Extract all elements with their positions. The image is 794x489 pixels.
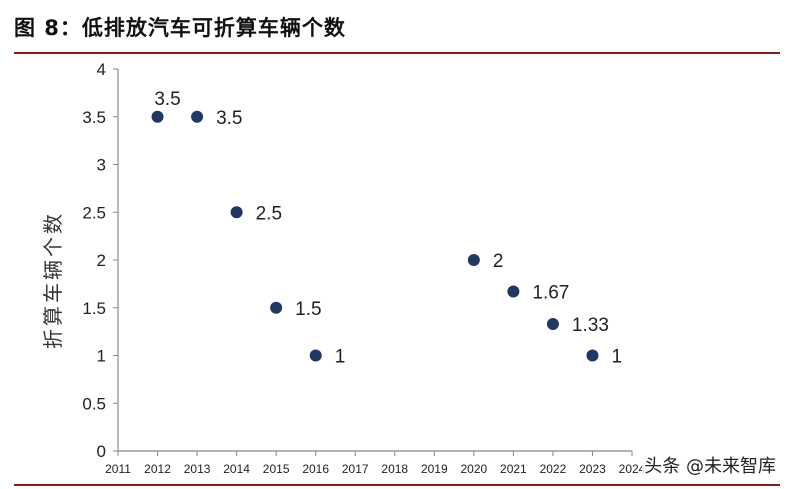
- x-tick-label: 2024: [619, 462, 646, 476]
- y-tick-label: 3: [97, 156, 106, 175]
- y-tick-label: 3.5: [82, 108, 106, 127]
- data-points: [151, 110, 599, 362]
- x-tick-label: 2013: [184, 462, 211, 476]
- data-point: [467, 254, 480, 266]
- x-tick-label: 2011: [105, 462, 131, 476]
- x-tick-label: 2021: [500, 462, 527, 476]
- x-tick-label: 2022: [540, 462, 567, 476]
- title-divider: [14, 52, 780, 54]
- x-tick-label: 2019: [421, 462, 448, 476]
- y-tick-label: 0: [97, 442, 106, 461]
- x-tick-label: 2012: [144, 462, 171, 476]
- x-tick-label: 2023: [579, 462, 606, 476]
- data-point: [546, 317, 559, 330]
- data-label: 2.5: [256, 203, 282, 224]
- y-tick-label: 1: [97, 347, 106, 366]
- footer-divider: [14, 484, 780, 486]
- data-label: 1.67: [532, 283, 569, 304]
- y-axis-label: 折算车辆个数: [41, 211, 65, 349]
- x-tick-label: 2020: [460, 462, 487, 476]
- y-tick-label: 2: [97, 251, 106, 270]
- x-axis-ticks: 2011 2012 2013 2014 2015 2016 2017 2018 2019 2020…: [105, 451, 646, 476]
- data-label: 1.5: [295, 299, 321, 320]
- data-point: [309, 349, 322, 362]
- x-tick-label: 2018: [381, 462, 408, 476]
- y-tick-label: 1.5: [82, 299, 106, 318]
- data-label: 2: [493, 251, 504, 272]
- watermark: 头条 @未来智库: [642, 452, 778, 478]
- data-label: 1.33: [572, 315, 609, 336]
- x-tick-label: 2017: [342, 462, 369, 476]
- x-tick-label: 2016: [302, 462, 329, 476]
- y-tick-label: 0.5: [82, 394, 106, 413]
- data-label: 3.5: [154, 89, 180, 110]
- data-label: 1: [611, 347, 622, 368]
- y-tick-label: 4: [97, 60, 106, 79]
- data-point: [586, 349, 599, 362]
- data-point: [191, 110, 204, 123]
- y-tick-label: 2.5: [82, 203, 106, 222]
- data-point: [507, 285, 520, 298]
- chart-axes: [117, 69, 632, 452]
- data-label: 1: [335, 347, 346, 368]
- data-point: [151, 110, 164, 123]
- x-tick-label: 2015: [263, 462, 290, 476]
- y-axis-ticks: 0 0.5 1 1.5 2 2.5 3 3.5 4: [82, 60, 118, 461]
- x-tick-label: 2014: [223, 462, 250, 476]
- figure-title: 图 8：低排放汽车可折算车辆个数: [14, 16, 346, 40]
- data-point: [230, 206, 243, 219]
- data-point: [270, 301, 283, 314]
- data-label: 3.5: [216, 108, 242, 129]
